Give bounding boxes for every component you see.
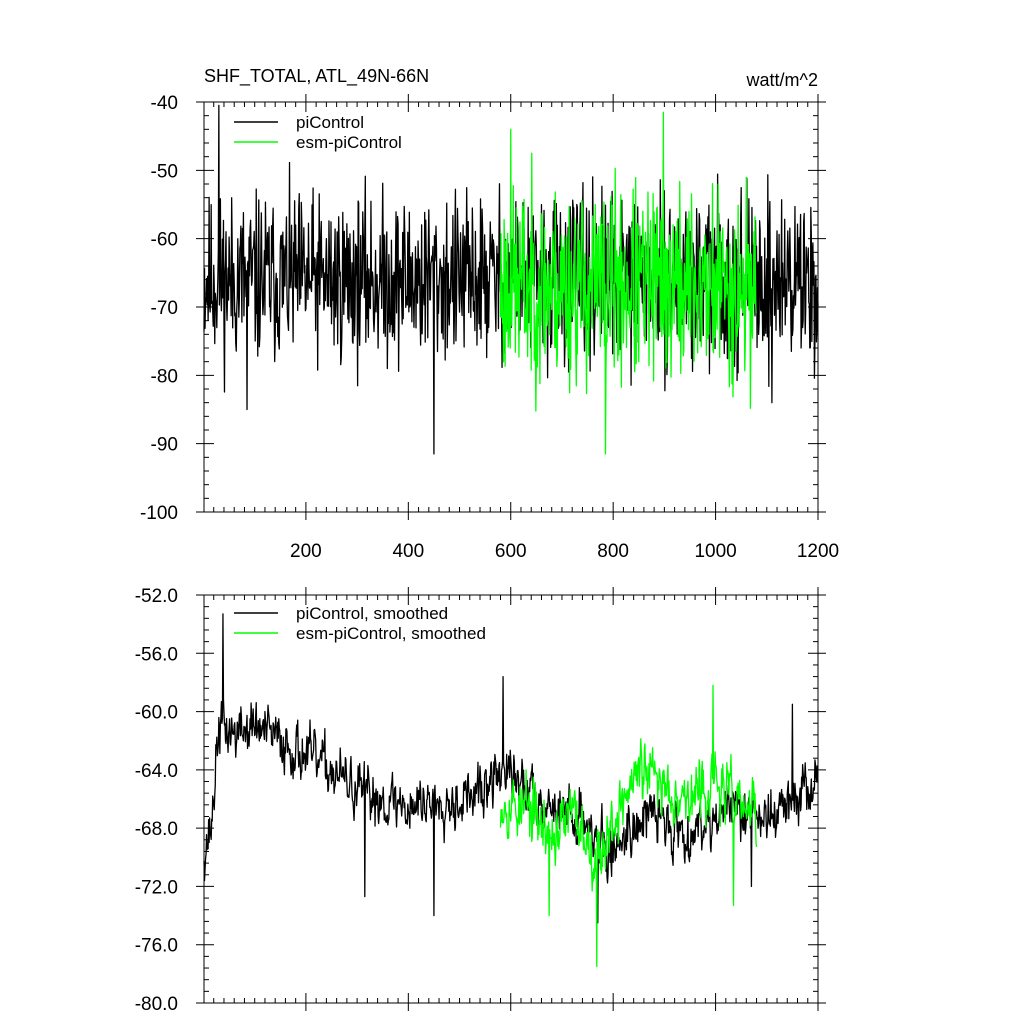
y-tick-label: -60.0 — [135, 703, 178, 724]
top-legend: piControl esm-piControl — [234, 113, 402, 152]
x-tick-label: 800 — [597, 541, 629, 562]
bottom-axis-ticks: -80.0 -76.0 -72.0 -68.0 -64.0 -60.0 -56.0 -52.0 — [135, 586, 826, 1015]
bottom-series-line-esm-picontrol — [499, 684, 758, 968]
bottom-series-lines — [203, 613, 819, 968]
top-series-lines — [203, 104, 819, 455]
top-chart-title: SHF_TOTAL, ATL_49N-66N — [204, 66, 429, 87]
y-tick-label: -68.0 — [135, 819, 178, 840]
y-tick-label: -72.0 — [135, 877, 178, 898]
x-tick-label: 1200 — [797, 541, 839, 562]
bottom-panel: -80.0 -76.0 -72.0 -68.0 -64.0 -60.0 -56.0 -52.0… — [135, 586, 826, 1015]
legend-label-esm-picontrol-smoothed: esm-piControl, smoothed — [296, 624, 486, 643]
y-tick-label: -50 — [151, 161, 178, 182]
legend-label-esm-picontrol: esm-piControl — [296, 133, 402, 152]
x-tick-label: 600 — [495, 541, 527, 562]
y-tick-label: -70 — [151, 298, 178, 319]
y-tick-label: -80 — [151, 366, 178, 387]
y-tick-label: -76.0 — [135, 936, 178, 957]
y-tick-label: -90 — [151, 435, 178, 456]
x-tick-label: 400 — [392, 541, 424, 562]
y-tick-label: -56.0 — [135, 644, 178, 665]
x-tick-label: 1000 — [694, 541, 736, 562]
legend-label-picontrol: piControl — [296, 113, 364, 132]
y-tick-label: -100 — [140, 503, 178, 524]
y-tick-label: -52.0 — [135, 586, 178, 607]
legend-label-picontrol-smoothed: piControl, smoothed — [296, 604, 448, 623]
top-panel: 200 400 600 800 1000 1200 -100 -90 -80 -70 -60 -50 -… — [140, 66, 839, 562]
top-series-line-esm-picontrol — [499, 111, 758, 455]
y-tick-label: -64.0 — [135, 761, 178, 782]
x-tick-label: 200 — [290, 541, 322, 562]
top-axis-ticks: 200 400 600 800 1000 1200 -100 -90 -80 -70 -60 -50 -… — [140, 93, 839, 562]
y-tick-label: -40 — [151, 93, 178, 114]
bottom-series-line-picontrol — [203, 613, 819, 924]
bottom-legend: piControl, smoothed esm-piControl, smoot… — [234, 604, 486, 643]
top-chart-units: watt/m^2 — [746, 70, 818, 90]
y-tick-label: -80.0 — [135, 994, 178, 1015]
y-tick-label: -60 — [151, 230, 178, 251]
